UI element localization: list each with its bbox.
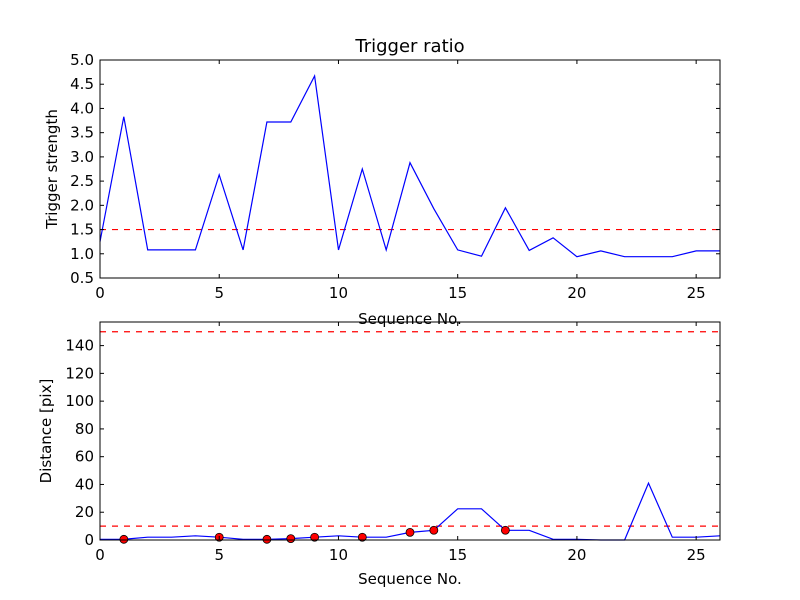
y-tick-label: 4.5 (70, 75, 94, 93)
y-axis-label: Trigger strength (43, 109, 61, 230)
data-point-marker (429, 525, 439, 535)
distance-chart: Sequence No. Distance [pix] 0 5 10 15 20 25 0 2… (37, 321, 721, 588)
x-tick-label: 25 (687, 546, 706, 564)
data-point-marker (310, 532, 320, 542)
x-axis-label: Sequence No. (358, 310, 462, 328)
data-point-marker (405, 527, 415, 537)
y-tick-label: 0.5 (70, 269, 94, 287)
plot-area: 0 5 10 15 20 25 0.5 1.0 1.5 2.0 2.5 3.0 3.5 4.0 4.5 5.0 (70, 51, 721, 302)
y-tick-label: 40 (75, 475, 94, 493)
x-tick-label: 25 (687, 284, 706, 302)
data-point-marker (500, 525, 510, 535)
x-tick-label: 20 (567, 546, 586, 564)
x-tick-label: 0 (95, 546, 105, 564)
y-tick-label: 60 (75, 448, 94, 466)
y-tick-label: 1.5 (70, 221, 94, 239)
y-tick-label: 5.0 (70, 51, 94, 69)
x-tick-label: 5 (214, 546, 224, 564)
y-tick-label: 4.0 (70, 99, 94, 117)
data-point-marker (286, 534, 296, 544)
x-tick-label: 10 (329, 546, 348, 564)
y-tick-label: 120 (65, 364, 94, 382)
axes-frame (99, 321, 721, 541)
x-tick-label: 15 (448, 546, 467, 564)
x-tick-label: 5 (214, 284, 224, 302)
x-tick-label: 20 (567, 284, 586, 302)
data-point-marker (262, 534, 272, 544)
data-point-marker (119, 534, 129, 544)
y-tick-label: 1.0 (70, 245, 94, 263)
y-tick-label: 2.0 (70, 196, 94, 214)
y-tick-label: 100 (65, 392, 94, 410)
chart-title: Trigger ratio (354, 36, 464, 57)
x-axis-label: Sequence No. (358, 570, 462, 588)
x-tick-label: 0 (95, 284, 105, 302)
series-line (99, 74, 720, 258)
y-tick-label: 140 (65, 337, 94, 355)
y-axis-label: Distance [pix] (37, 379, 55, 484)
y-tick-label: 2.5 (70, 172, 94, 190)
axes-frame (99, 59, 721, 279)
data-point-marker (357, 532, 367, 542)
x-tick-label: 10 (329, 284, 348, 302)
y-tick-label: 20 (75, 503, 94, 521)
y-tick-label: 80 (75, 420, 94, 438)
trigger-ratio-chart: Trigger ratio Sequence No. Trigger stren… (43, 36, 721, 328)
y-tick-label: 3.0 (70, 148, 94, 166)
plot-area: 0 5 10 15 20 25 0 20 40 60 80 100 120 140 (65, 321, 721, 564)
y-tick-label: 3.5 (70, 124, 94, 142)
x-tick-label: 15 (448, 284, 467, 302)
y-tick-label: 0 (84, 531, 94, 549)
